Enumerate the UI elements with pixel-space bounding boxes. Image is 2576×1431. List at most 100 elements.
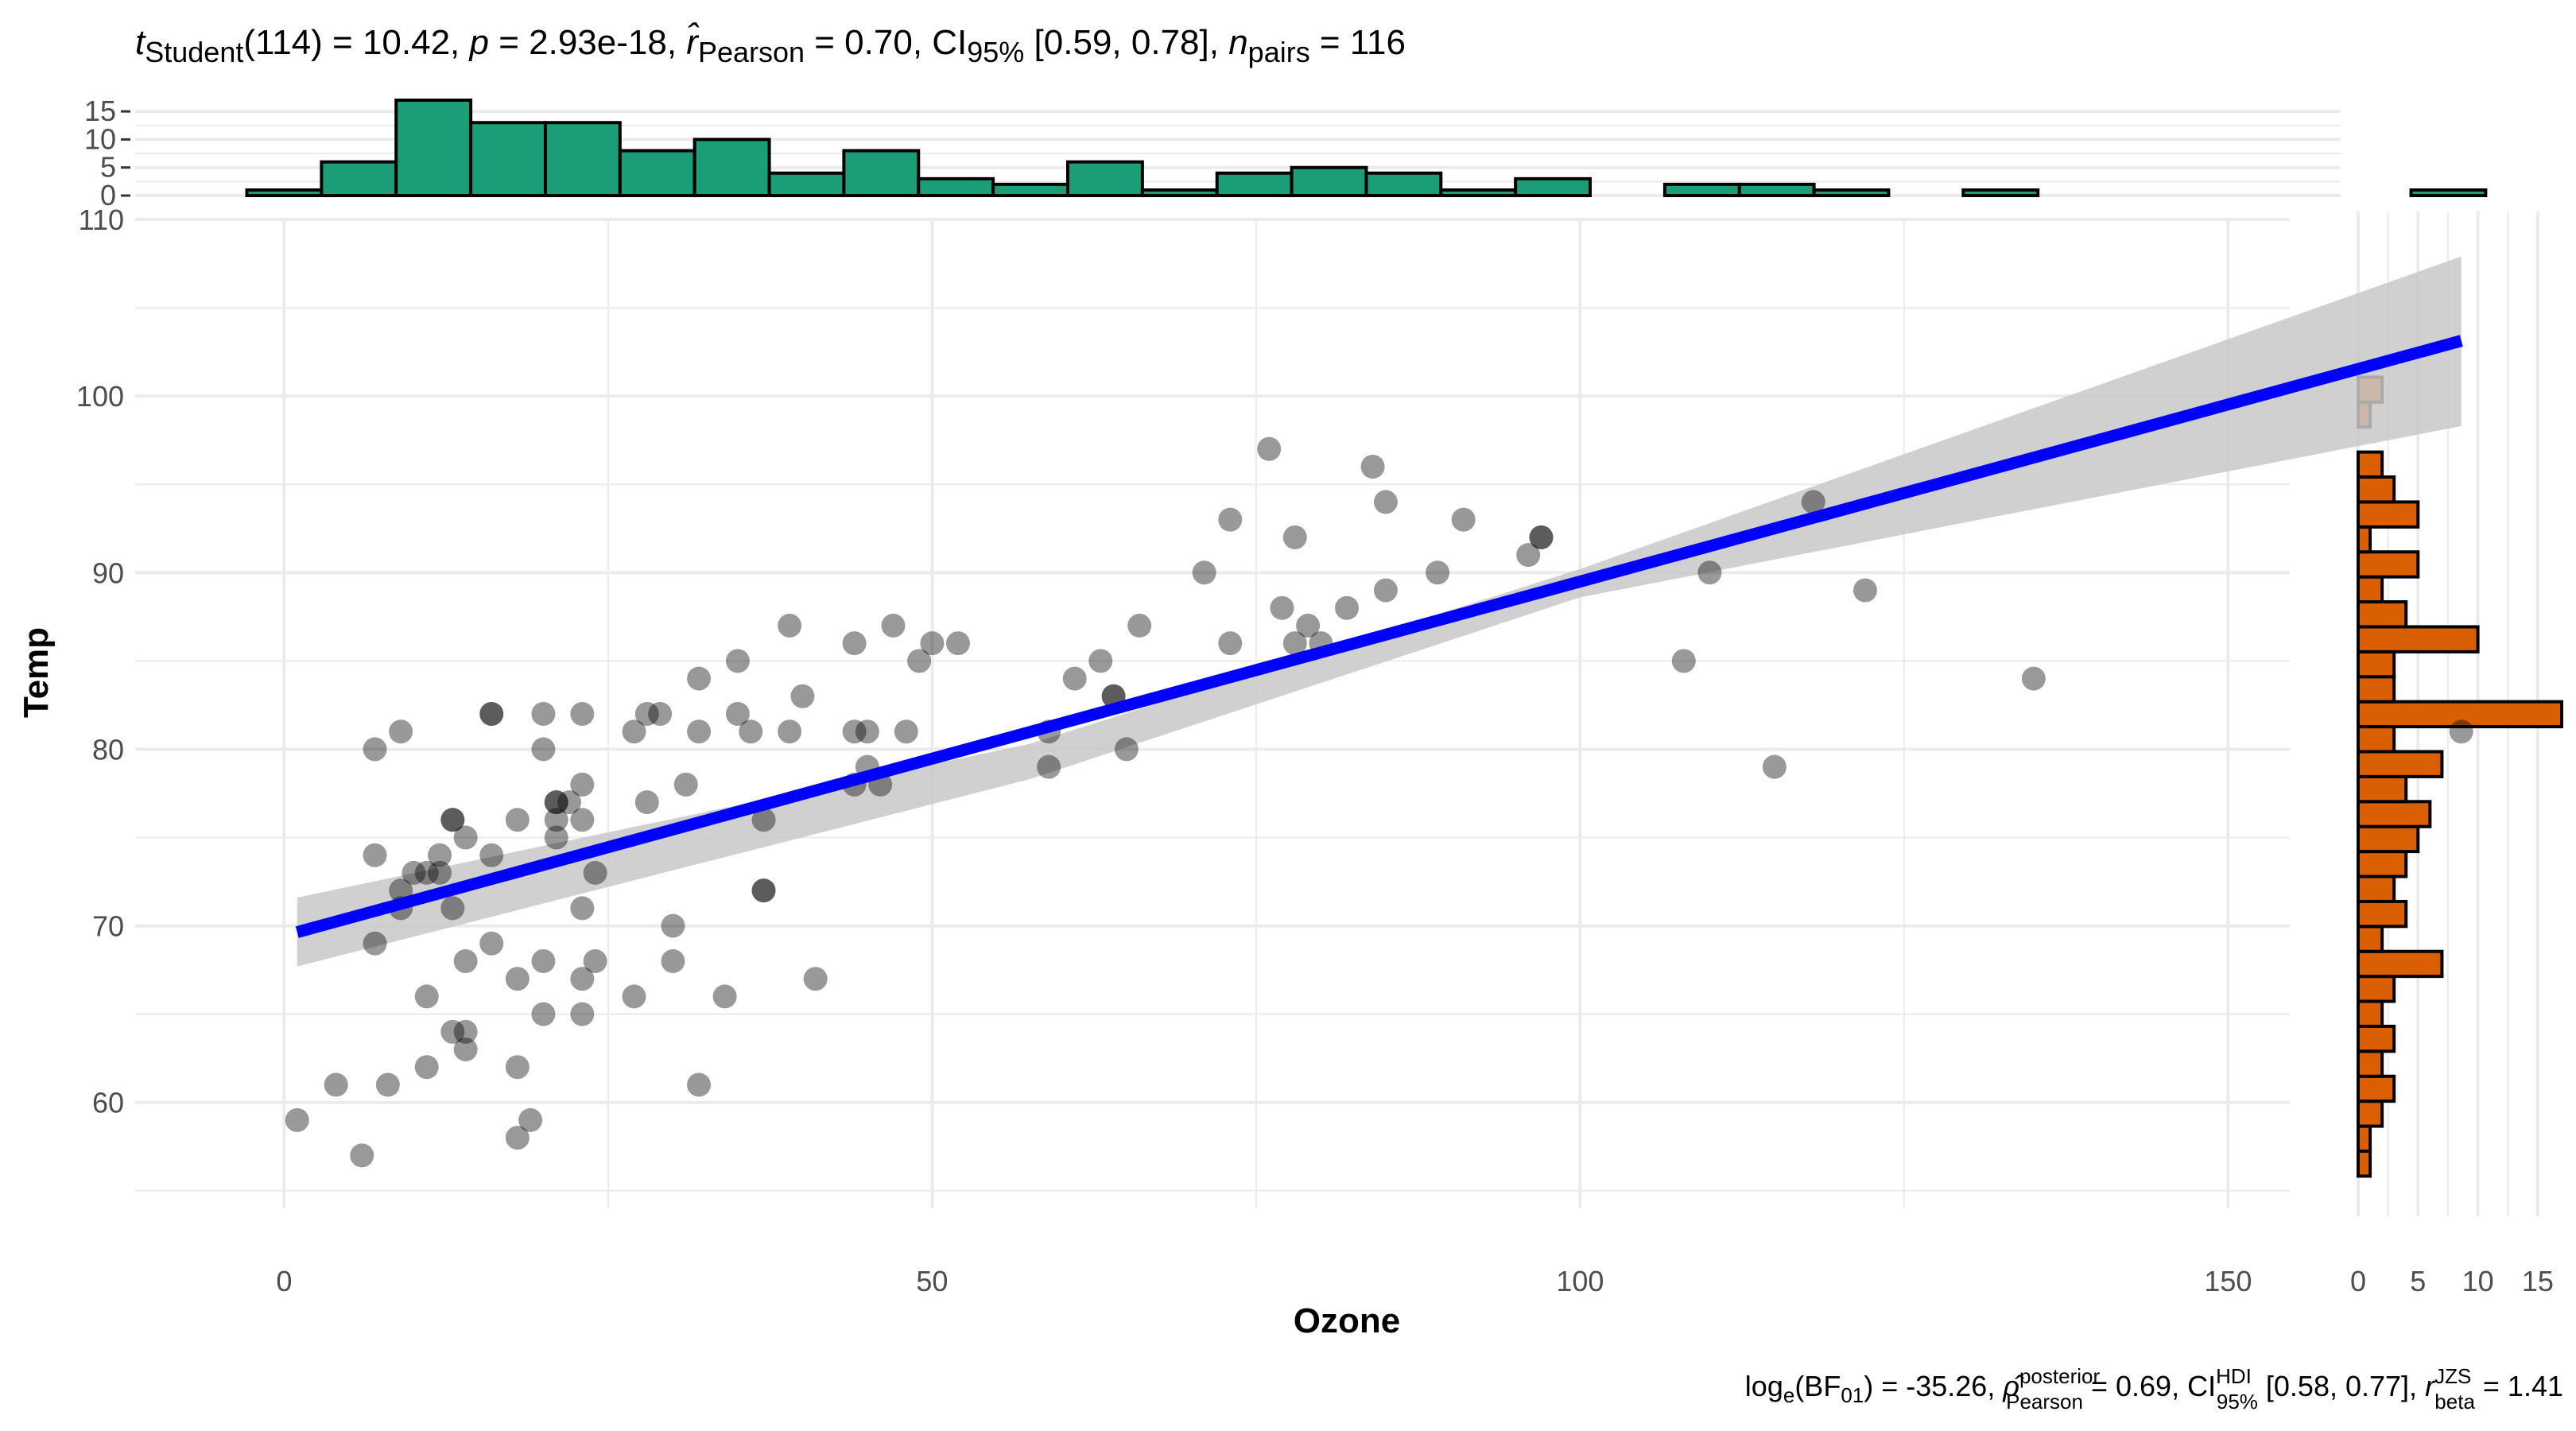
caption-bayes: loge(BF01) = -35.26, ρ̂posterior Pearson …	[1745, 1364, 2563, 1414]
data-point	[687, 1072, 712, 1097]
data-point	[583, 949, 607, 973]
side-hist-bar	[2357, 550, 2420, 579]
top-hist-tick-label: 0	[100, 179, 116, 211]
data-point	[725, 649, 750, 673]
data-point	[428, 843, 452, 867]
data-point	[531, 702, 556, 726]
data-point	[1373, 578, 1398, 603]
side-hist-bar	[2357, 975, 2396, 1003]
side-hist-bar	[2357, 1149, 2372, 1178]
top-hist-bar	[842, 149, 921, 198]
data-point	[505, 1126, 530, 1150]
data-point	[712, 984, 737, 1009]
data-point	[1801, 490, 1825, 514]
data-point	[570, 702, 595, 726]
data-point	[440, 808, 465, 832]
side-hist-bar	[2357, 700, 2563, 729]
data-point	[842, 631, 867, 656]
data-point	[622, 719, 646, 744]
data-point	[946, 631, 971, 656]
data-point	[570, 896, 595, 921]
data-point	[2449, 719, 2473, 744]
top-hist-bar	[245, 188, 324, 198]
data-point	[687, 666, 712, 691]
y-axis-title: Temp	[17, 627, 56, 718]
top-hist-bar	[991, 182, 1069, 198]
side-hist-bar	[2357, 1049, 2384, 1078]
data-point	[1270, 595, 1294, 620]
top-hist-bar	[1215, 171, 1294, 198]
side-hist-tick-label: 10	[2462, 1265, 2494, 1297]
y-tick-label: 110	[79, 204, 124, 236]
data-point	[1373, 490, 1398, 514]
data-point	[440, 896, 465, 921]
data-point	[1529, 525, 1554, 549]
data-point	[402, 860, 426, 885]
y-tick-label: 90	[92, 556, 124, 589]
data-point	[1257, 436, 1282, 461]
data-point	[363, 843, 387, 867]
data-point	[324, 1072, 348, 1097]
side-hist-bar	[2357, 800, 2432, 828]
top-hist-bar	[1364, 171, 1443, 198]
top-hist-bar	[1290, 165, 1368, 198]
data-point	[1697, 560, 1722, 585]
data-point	[544, 790, 568, 815]
data-point	[479, 702, 504, 726]
data-point	[751, 878, 776, 903]
data-point	[1335, 595, 1359, 620]
data-point	[453, 1037, 478, 1062]
side-hist-bar	[2357, 774, 2408, 804]
data-point	[1127, 613, 1152, 638]
top-hist-bar	[469, 121, 547, 197]
y-tick-label: 60	[92, 1087, 124, 1119]
data-point	[479, 702, 504, 726]
data-point	[479, 843, 504, 867]
top-hist-bar	[618, 149, 696, 198]
data-point	[531, 737, 556, 762]
side-hist-bar	[2357, 925, 2384, 953]
data-point	[1529, 525, 1554, 549]
top-hist-bar	[1812, 188, 1891, 198]
side-hist-bar	[2357, 525, 2372, 554]
top-hist-bar	[2409, 188, 2488, 198]
data-point	[557, 790, 582, 815]
side-hist-bar	[2357, 450, 2384, 479]
data-point	[725, 702, 750, 726]
side-hist-bar	[2357, 850, 2408, 878]
side-hist-bar	[2357, 949, 2444, 979]
side-hist-bar	[2357, 1024, 2396, 1053]
data-point	[1451, 507, 1476, 532]
data-point	[648, 702, 673, 726]
data-point	[1296, 613, 1321, 638]
top-hist-tick-label: 5	[100, 151, 116, 184]
subtitle-stats: tStudent(114) = 10.42, p = 2.93e-18, r̂P…	[135, 21, 1406, 68]
data-point	[414, 984, 439, 1009]
data-point	[687, 719, 712, 744]
data-point	[907, 649, 932, 673]
data-point	[1360, 455, 1385, 479]
data-point	[1426, 560, 1450, 585]
data-point	[1282, 525, 1307, 549]
data-point	[1088, 649, 1113, 673]
regression-line	[295, 335, 2463, 938]
side-hist-bar	[2357, 750, 2444, 778]
side-hist-bar	[2357, 1074, 2396, 1103]
side-hist-bar	[2357, 824, 2420, 854]
x-tick-label: 150	[2204, 1265, 2252, 1297]
data-point	[1516, 543, 1541, 568]
data-point	[375, 1072, 400, 1097]
data-point	[544, 790, 568, 815]
y-tick-label: 100	[76, 380, 124, 413]
data-point	[570, 772, 595, 797]
top-hist-bar	[320, 160, 398, 198]
data-point	[1671, 649, 1696, 673]
data-point	[661, 949, 685, 973]
data-point	[531, 1002, 556, 1026]
data-point	[479, 931, 504, 956]
top-hist-tick-label: 15	[84, 95, 116, 127]
data-point	[634, 790, 659, 815]
